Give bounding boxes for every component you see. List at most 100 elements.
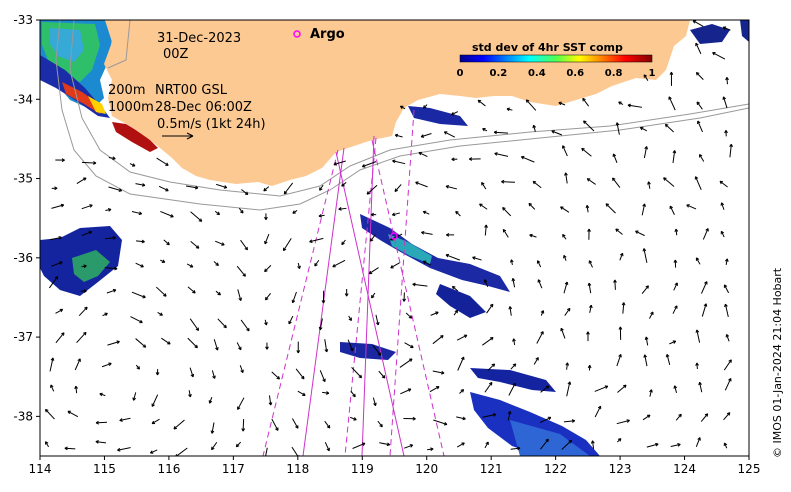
current-arrow bbox=[502, 207, 512, 217]
current-arrow bbox=[415, 181, 428, 188]
current-arrow bbox=[508, 306, 513, 316]
current-arrow bbox=[392, 159, 406, 165]
current-arrow bbox=[537, 279, 543, 289]
current-arrow bbox=[412, 282, 428, 287]
current-arrow bbox=[468, 157, 481, 161]
current-arrow bbox=[724, 378, 732, 391]
current-arrow bbox=[451, 111, 459, 116]
current-arrow bbox=[702, 228, 709, 240]
current-arrow bbox=[64, 446, 76, 451]
current-arrow bbox=[456, 416, 466, 421]
current-arrow bbox=[669, 340, 677, 345]
current-arrow bbox=[561, 145, 568, 157]
current-arrow bbox=[271, 371, 280, 380]
current-arrow bbox=[324, 339, 329, 353]
current-arrow bbox=[106, 288, 117, 294]
current-arrow bbox=[265, 342, 269, 350]
current-arrow bbox=[433, 419, 448, 426]
current-arrow bbox=[213, 261, 219, 267]
current-arrow bbox=[643, 74, 649, 81]
current-arrow bbox=[351, 367, 363, 379]
current-arrow bbox=[190, 241, 200, 249]
current-arrow bbox=[695, 72, 704, 80]
current-arrow bbox=[675, 413, 682, 421]
current-arrow bbox=[562, 233, 567, 240]
current-arrow bbox=[390, 262, 400, 269]
current-arrow bbox=[240, 319, 250, 332]
current-arrow bbox=[669, 205, 675, 215]
current-arrow bbox=[347, 339, 354, 352]
current-arrow bbox=[288, 315, 294, 325]
current-arrow bbox=[673, 282, 678, 291]
current-arrow bbox=[319, 370, 326, 383]
plot-frame bbox=[39, 19, 750, 457]
date-label: 31-Dec-2023 bbox=[157, 31, 241, 46]
lon-tick-label: 118 bbox=[286, 462, 309, 476]
current-arrow bbox=[95, 440, 107, 444]
current-arrow bbox=[445, 253, 461, 261]
current-arrow bbox=[664, 123, 674, 133]
current-arrow bbox=[129, 163, 136, 167]
current-arrow bbox=[665, 353, 671, 366]
current-arrow bbox=[102, 312, 108, 317]
current-arrow bbox=[618, 101, 624, 106]
current-arrow bbox=[459, 389, 465, 394]
lon-tick-label: 117 bbox=[222, 462, 245, 476]
current-arrow bbox=[213, 339, 219, 351]
current-arrow bbox=[613, 279, 617, 290]
current-arrow bbox=[297, 390, 306, 396]
current-arrow bbox=[155, 369, 160, 376]
current-arrow bbox=[563, 254, 567, 261]
current-arrow bbox=[67, 410, 79, 418]
current-arrow bbox=[482, 128, 488, 132]
current-arrow bbox=[540, 310, 545, 316]
current-arrow bbox=[291, 291, 297, 304]
current-arrow bbox=[510, 446, 521, 451]
current-arrow bbox=[725, 77, 729, 85]
current-arrow bbox=[594, 385, 609, 392]
current-arrow bbox=[643, 146, 649, 159]
current-arrow bbox=[173, 419, 185, 430]
lon-tick-label: 125 bbox=[738, 462, 761, 476]
current-arrow bbox=[74, 358, 81, 371]
current-arrow bbox=[539, 416, 552, 423]
current-arrow bbox=[672, 305, 678, 314]
current-arrow bbox=[402, 292, 407, 302]
colorbar-tick-label: 0 bbox=[457, 68, 464, 79]
current-arrow bbox=[429, 386, 440, 393]
current-arrow bbox=[350, 390, 356, 398]
current-arrow bbox=[151, 418, 160, 425]
current-arrow bbox=[378, 370, 386, 379]
current-arrow bbox=[239, 365, 244, 374]
current-arrow bbox=[486, 303, 494, 314]
current-arrow bbox=[647, 181, 651, 189]
current-arrow bbox=[268, 395, 273, 406]
colorbar-tick-label: 0.6 bbox=[566, 68, 584, 79]
current-arrow bbox=[581, 147, 592, 157]
current-arrow bbox=[484, 224, 488, 236]
current-arrow bbox=[582, 97, 590, 107]
current-arrow bbox=[187, 337, 198, 349]
current-arrow bbox=[295, 368, 305, 380]
current-arrow bbox=[525, 99, 537, 111]
current-arrow bbox=[211, 441, 218, 451]
lat-tick-label: -34 bbox=[13, 92, 33, 106]
current-arrow bbox=[701, 303, 708, 317]
current-arrow bbox=[644, 336, 649, 346]
lon-tick-label: 122 bbox=[544, 462, 567, 476]
current-arrow bbox=[719, 180, 728, 188]
current-arrow bbox=[55, 308, 64, 314]
current-arrow bbox=[420, 132, 432, 138]
current-arrow bbox=[422, 210, 430, 215]
current-arrow bbox=[612, 177, 621, 188]
current-arrow bbox=[511, 278, 516, 288]
current-arrow bbox=[216, 183, 228, 189]
current-arrow bbox=[158, 185, 169, 192]
current-arrow bbox=[616, 419, 630, 425]
colorbar-tick-label: 1 bbox=[649, 68, 656, 79]
colorbar-title: std dev of 4hr SST comp bbox=[472, 41, 623, 54]
current-arrow bbox=[135, 183, 146, 187]
current-arrow bbox=[585, 204, 590, 213]
current-arrow bbox=[297, 262, 301, 269]
current-arrow bbox=[149, 449, 158, 454]
